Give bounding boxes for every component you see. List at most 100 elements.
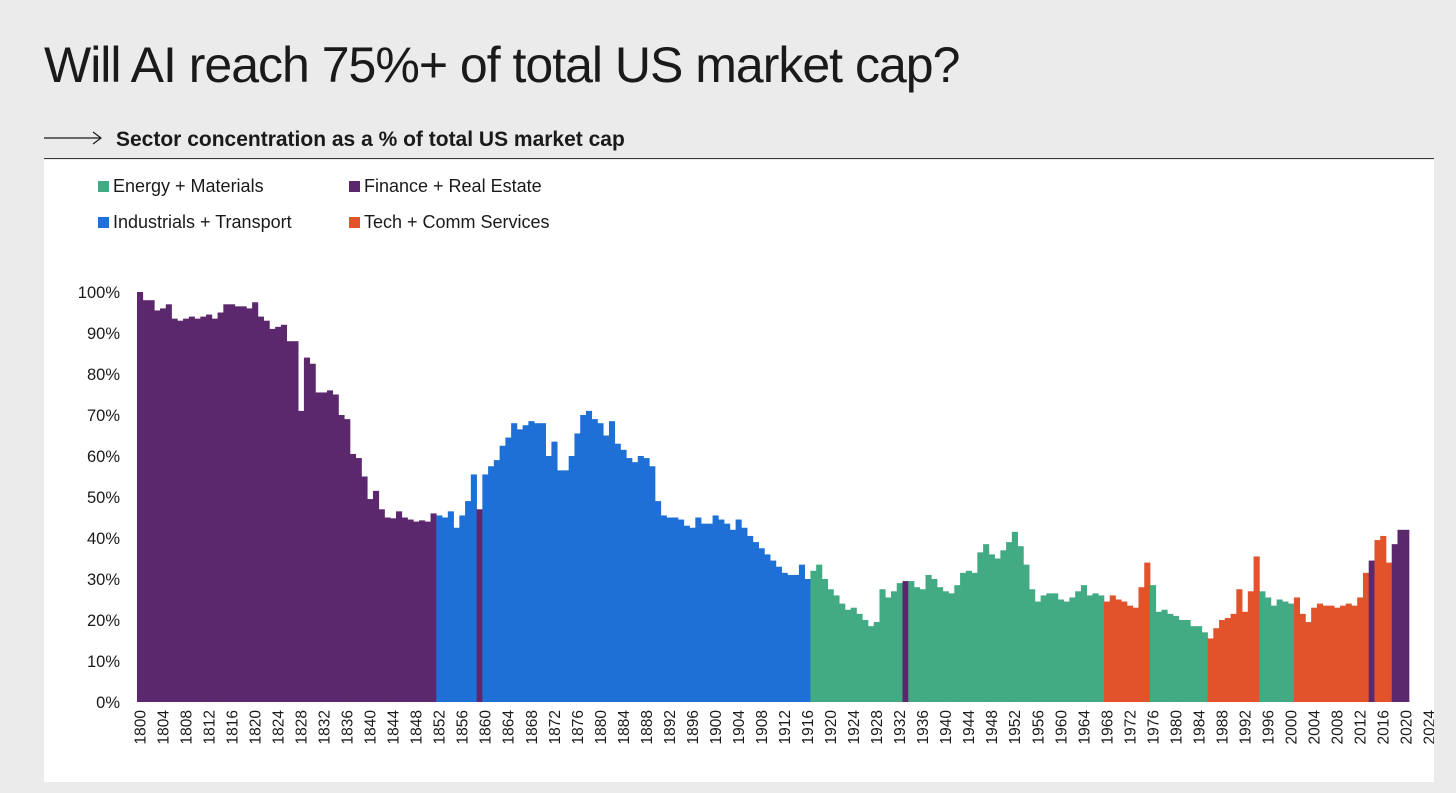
bar-1905: [741, 527, 748, 702]
x-tick-label: 1840: [363, 710, 380, 745]
bar-1829: [303, 357, 311, 702]
bar-1800: [137, 292, 144, 702]
bar-1981: [1178, 620, 1185, 702]
bar-1852: [436, 515, 443, 702]
bar-1847: [407, 519, 414, 702]
bar-1848: [413, 521, 420, 702]
bar-1888: [643, 458, 650, 702]
bar-1844: [390, 518, 397, 702]
bar-1801: [142, 300, 149, 702]
bar-1924: [850, 607, 857, 702]
bar-1977: [1155, 611, 1162, 702]
bar-1986: [1207, 638, 1214, 702]
bar-2006: [1322, 605, 1329, 702]
bar-1922: [839, 603, 846, 702]
bar-1952: [1011, 531, 1018, 702]
bar-1968: [1103, 601, 1111, 702]
bar-1937: [925, 574, 932, 702]
bar-1914: [793, 574, 800, 702]
x-tick-label: 1812: [201, 710, 218, 744]
x-tick-label: 2008: [1330, 710, 1347, 744]
bar-1941: [948, 593, 955, 702]
bar-1954: [1023, 564, 1030, 702]
legend-item-finance-real-estate: Finance + Real Estate: [349, 176, 542, 197]
bar-1911: [775, 566, 782, 702]
bar-1927: [867, 626, 875, 702]
bar-1896: [689, 527, 696, 702]
bar-2014: [1368, 560, 1375, 702]
bar-1921: [833, 595, 840, 702]
bar-1834: [332, 394, 339, 702]
bar-1820: [252, 302, 259, 702]
bar-1897: [695, 517, 702, 702]
y-tick-label: 80%: [87, 366, 120, 384]
bar-2012: [1357, 597, 1364, 702]
bar-1929: [879, 589, 886, 702]
x-tick-label: 1872: [547, 710, 564, 744]
bar-1942: [954, 585, 961, 702]
bar-1876: [574, 433, 581, 702]
bar-chart: 0% 10% 20% 30% 40% 50% 60% 70% 80% 90% 100% 1800 180…: [78, 284, 1434, 745]
x-tick-label: 1880: [593, 710, 610, 745]
bar-1979: [1167, 613, 1174, 702]
bar-1839: [361, 476, 368, 702]
bar-1963: [1075, 591, 1082, 702]
bar-1873: [557, 470, 564, 702]
bar-1906: [747, 535, 754, 702]
x-tick-label: 1860: [478, 710, 495, 745]
bar-2003: [1305, 622, 1312, 702]
legend-label: Industrials + Transport: [113, 212, 292, 232]
bar-1832: [321, 392, 328, 702]
x-tick-label: 1856: [455, 710, 472, 744]
arrow-right-icon: [44, 131, 102, 145]
x-tick-label: 1824: [271, 710, 288, 745]
bar-1946: [977, 552, 984, 702]
y-tick-label: 90%: [87, 325, 120, 343]
bar-1940: [942, 591, 949, 702]
bar-2005: [1316, 603, 1324, 702]
bar-1835: [338, 415, 345, 702]
x-tick-label: 1964: [1076, 710, 1093, 745]
x-tick-label: 1864: [501, 710, 518, 745]
bar-1993: [1247, 591, 1254, 702]
bar-1884: [620, 449, 627, 702]
bar-1881: [603, 435, 610, 702]
bar-1886: [631, 462, 639, 702]
bar-1883: [614, 443, 621, 702]
bar-1939: [937, 587, 944, 702]
x-tick-label: 1892: [662, 710, 679, 744]
bar-1908: [758, 548, 765, 702]
x-tick-label: 2000: [1284, 710, 1301, 745]
y-tick-label: 20%: [87, 612, 120, 630]
y-tick-label: 10%: [87, 653, 120, 671]
bar-1869: [534, 423, 541, 702]
bar-1849: [419, 520, 426, 702]
bar-1831: [315, 392, 322, 702]
chart-subtitle: Sector concentration as a % of total US …: [116, 128, 625, 151]
bar-1871: [545, 456, 552, 702]
bar-1916: [804, 579, 811, 702]
bar-1918: [816, 564, 823, 702]
legend-item-industrials-transport: Industrials + Transport: [98, 212, 292, 233]
bar-1928: [873, 622, 880, 702]
x-tick-label: 1944: [961, 710, 978, 745]
bar-1851: [430, 513, 437, 702]
bar-1930: [885, 597, 892, 702]
x-tick-label: 1876: [570, 710, 587, 744]
bar-1856: [459, 515, 466, 702]
bar-1806: [171, 318, 178, 702]
x-tick-label: 1848: [409, 710, 426, 744]
bar-1999: [1282, 601, 1289, 702]
bar-1997: [1270, 605, 1277, 702]
bar-1955: [1029, 589, 1036, 702]
page-title: Will AI reach 75%+ of total US market ca…: [44, 37, 960, 93]
bar-1917: [810, 570, 817, 702]
bar-1913: [787, 574, 794, 702]
x-tick-label: 1816: [225, 710, 242, 744]
bar-1983: [1190, 626, 1197, 702]
bar-1958: [1046, 593, 1053, 702]
bar-1998: [1276, 599, 1283, 702]
bar-1966: [1092, 593, 1099, 702]
bar-1813: [211, 318, 218, 702]
bar-1833: [326, 390, 334, 702]
